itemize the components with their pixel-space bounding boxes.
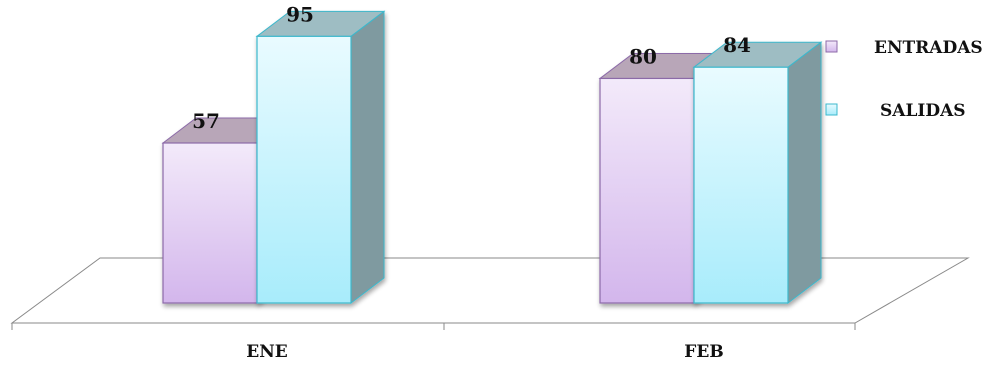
- legend-label-salidas: SALIDAS: [880, 101, 966, 121]
- category-label-feb: FEB: [684, 342, 723, 362]
- labels-layer: 57 95 ENE 80 84 FEB: [192, 2, 751, 362]
- value-label-ene-entradas: 57: [192, 109, 220, 133]
- bar-feb-salidas: [692, 41, 823, 305]
- bar-front-feb-salidas: [693, 66, 789, 304]
- bar-ene-salidas: [255, 10, 386, 305]
- legend: ENTRADAS SALIDAS: [825, 38, 983, 121]
- legend-label-entradas: ENTRADAS: [874, 38, 983, 58]
- legend-item-salidas: SALIDAS: [825, 101, 966, 121]
- bar-front-ene-entradas: [162, 142, 258, 304]
- value-label-feb-entradas: 80: [629, 44, 657, 68]
- category-label-ene: ENE: [246, 342, 287, 362]
- bar-side-ene-salidas: [350, 10, 385, 305]
- legend-swatch-entradas: [825, 40, 838, 53]
- value-label-ene-salidas: 95: [286, 2, 314, 26]
- bar-front-feb-entradas: [599, 77, 695, 304]
- value-label-feb-salidas: 84: [723, 33, 751, 57]
- bar-side-feb-salidas: [787, 41, 822, 305]
- chart-floor: [10, 257, 970, 324]
- legend-swatch-salidas: [825, 103, 838, 116]
- legend-item-entradas: ENTRADAS: [825, 38, 983, 58]
- bar-front-ene-salidas: [256, 35, 352, 304]
- bars-layer: [161, 10, 823, 305]
